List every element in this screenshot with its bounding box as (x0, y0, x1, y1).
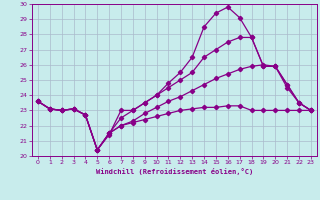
X-axis label: Windchill (Refroidissement éolien,°C): Windchill (Refroidissement éolien,°C) (96, 168, 253, 175)
